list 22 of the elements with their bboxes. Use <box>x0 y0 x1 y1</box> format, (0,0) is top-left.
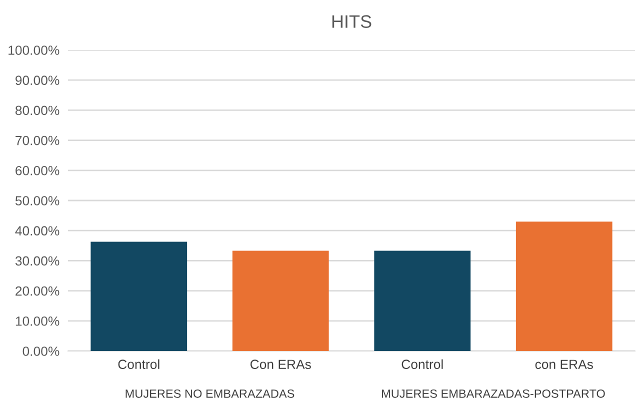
bar <box>232 250 329 351</box>
text: MUJERES NO EMBARAZADAS <box>126 389 294 398</box>
y-tick-label: 60.00% <box>16 166 60 176</box>
y-tick-label: 100.00% <box>8 46 60 55</box>
y-tick-label: 30.00% <box>15 256 60 266</box>
y-tick-label: 90.00% <box>16 76 60 86</box>
y-tick-label: 80.00% <box>15 106 60 116</box>
y-tick-label: 20.00% <box>16 286 60 296</box>
bar <box>374 250 471 351</box>
text: MUJERES EMBARAZADAS-POSTPARTO <box>382 389 605 398</box>
x-tick-label: Control <box>402 359 443 370</box>
x-tick-label: Control <box>118 359 160 370</box>
x-tick-label: con ERAs <box>535 360 593 370</box>
y-tick-label: 50.00% <box>15 196 60 206</box>
y-tick-label: 0.00% <box>22 346 60 356</box>
y-tick-label: 10.00% <box>16 316 60 326</box>
bar <box>516 222 612 351</box>
bar <box>90 242 188 351</box>
x-tick-label: Con ERAs <box>250 360 311 370</box>
y-tick-label: 70.00% <box>16 136 60 146</box>
chart-title: HITS <box>332 15 372 28</box>
y-tick-label: 40.00% <box>15 226 60 236</box>
